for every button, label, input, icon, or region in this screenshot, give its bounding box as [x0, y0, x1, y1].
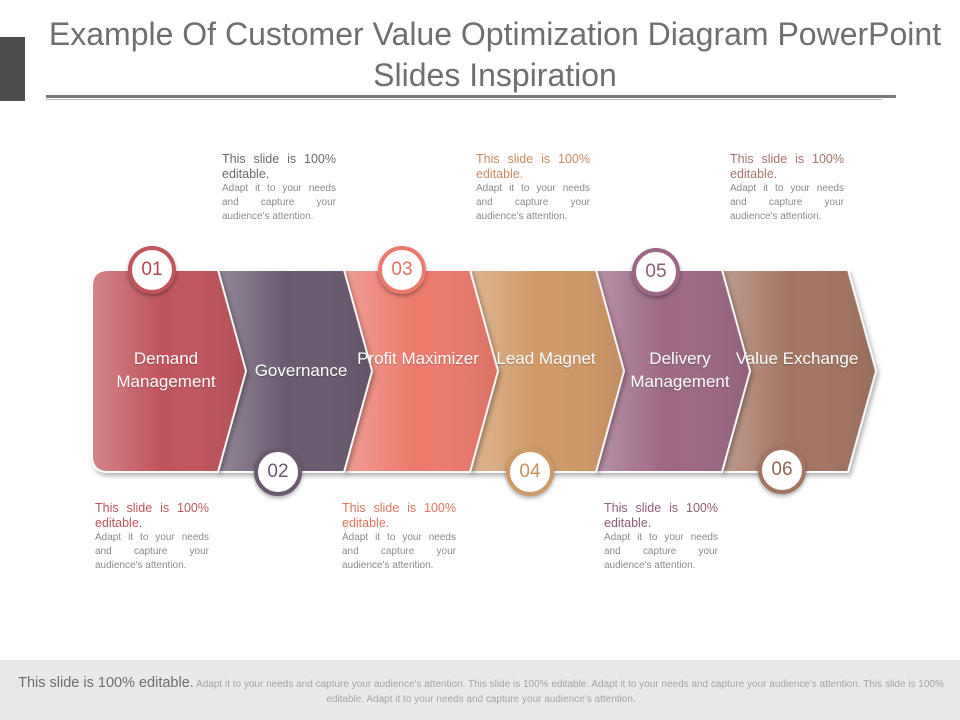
title-divider: [46, 95, 896, 98]
note-3-heading: This slide is 100% editable.: [730, 152, 844, 181]
stage-shape-1: [91, 269, 247, 473]
stage-label-5: Delivery Management: [630, 349, 730, 391]
note-5-body: Adapt it to your needs and capture your …: [342, 532, 456, 571]
note-6: This slide is 100% editable. Adapt it to…: [604, 501, 718, 573]
stage-shape-6: [721, 269, 877, 473]
footer-text: This slide is 100% editable. Adapt it to…: [8, 676, 954, 707]
note-3-body: Adapt it to your needs and capture your …: [730, 183, 844, 222]
note-1-heading: This slide is 100% editable.: [222, 152, 336, 181]
note-4-heading: This slide is 100% editable.: [95, 501, 209, 530]
stage-number-badge-2: 02: [254, 448, 302, 496]
note-2-heading: This slide is 100% editable.: [476, 152, 590, 181]
footer-lead: This slide is 100% editable.: [18, 675, 194, 691]
note-1: This slide is 100% editable. Adapt it to…: [222, 152, 336, 224]
stage-shape-5: [595, 269, 751, 473]
slide-title: Example Of Customer Value Optimization D…: [48, 16, 942, 93]
stage-number-badge-6: 06: [758, 446, 806, 494]
stage-shape-2: [217, 269, 373, 473]
note-4-body: Adapt it to your needs and capture your …: [95, 532, 209, 571]
stage-number-badge-3: 03: [378, 246, 426, 294]
note-5-heading: This slide is 100% editable.: [342, 501, 456, 530]
stage-label-3: Profit Maximizer: [357, 349, 479, 368]
stage-label-2: Governance: [254, 361, 348, 380]
stage-shape-4: [469, 269, 625, 473]
stage-number-badge-1: 01: [128, 246, 176, 294]
note-5: This slide is 100% editable. Adapt it to…: [342, 501, 456, 573]
stage-number-badge-5: 05: [632, 248, 680, 296]
note-6-heading: This slide is 100% editable.: [604, 501, 718, 530]
stage-number-badge-4: 04: [506, 448, 554, 496]
note-2-body: Adapt it to your needs and capture your …: [476, 183, 590, 222]
note-3: This slide is 100% editable. Adapt it to…: [730, 152, 844, 224]
footer-body: Adapt it to your needs and capture your …: [196, 679, 944, 705]
note-4: This slide is 100% editable. Adapt it to…: [95, 501, 209, 573]
title-accent-bar: [0, 37, 25, 101]
note-6-body: Adapt it to your needs and capture your …: [604, 532, 718, 571]
stage-shape-3: [343, 269, 499, 473]
stage-label-6: Value Exchange: [735, 349, 859, 368]
stage-label-4: Lead Magnet: [496, 349, 596, 368]
note-1-body: Adapt it to your needs and capture your …: [222, 183, 336, 222]
title-divider-thin: [46, 99, 882, 100]
stage-label-1: Demand Management: [116, 349, 216, 391]
note-2: This slide is 100% editable. Adapt it to…: [476, 152, 590, 224]
footer-bar: [0, 660, 960, 720]
